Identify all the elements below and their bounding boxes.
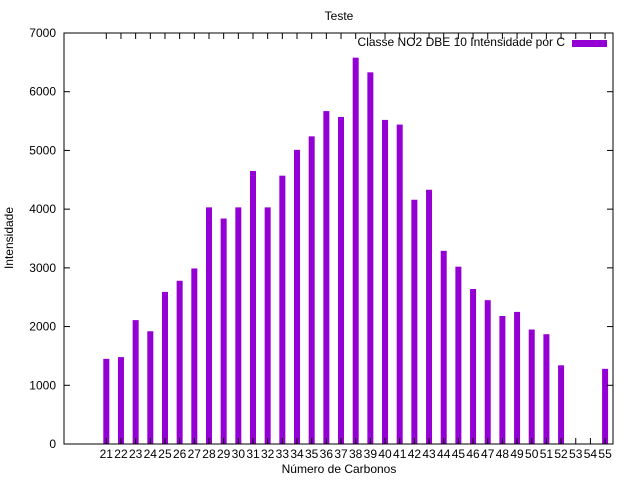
x-tick-label: 41 xyxy=(393,447,407,461)
x-tick-label: 28 xyxy=(202,447,216,461)
y-tick-label: 5000 xyxy=(29,143,56,157)
bar-50 xyxy=(528,329,535,444)
x-tick-label: 43 xyxy=(422,447,436,461)
bar-35 xyxy=(308,136,315,444)
x-tick-label: 26 xyxy=(173,447,187,461)
x-tick-label: 52 xyxy=(554,447,568,461)
x-tick-label: 53 xyxy=(569,447,583,461)
bar-40 xyxy=(382,119,389,445)
x-tick-label: 22 xyxy=(114,447,128,461)
y-tick-label: 6000 xyxy=(29,85,56,99)
x-tick-label: 47 xyxy=(481,447,495,461)
bar-25 xyxy=(161,291,168,444)
bar-43 xyxy=(426,189,433,444)
x-tick-label: 48 xyxy=(496,447,510,461)
bar-41 xyxy=(396,124,403,444)
bar-38 xyxy=(352,57,359,444)
x-tick-label: 45 xyxy=(452,447,466,461)
x-axis: 21 22 23 24 25 26 27 28 29 30 31 32 33 34 35 36 37 38 39 40… xyxy=(100,33,612,461)
x-tick-label: 35 xyxy=(305,447,319,461)
y-tick-label: 7000 xyxy=(29,26,56,40)
bar-55 xyxy=(602,368,609,444)
bar-34 xyxy=(294,149,301,444)
bar-49 xyxy=(514,311,521,444)
legend: Classe NO2 DBE 10 Intensidade por C xyxy=(358,35,607,49)
bar-33 xyxy=(279,175,286,444)
bar-23 xyxy=(132,320,139,444)
bar-29 xyxy=(220,218,227,444)
bar-46 xyxy=(470,288,477,444)
y-axis-label: Intensidade xyxy=(2,207,16,269)
x-tick-label: 33 xyxy=(276,447,290,461)
x-tick-label: 21 xyxy=(100,447,114,461)
y-tick-label: 0 xyxy=(49,437,56,451)
bar-51 xyxy=(543,334,550,444)
x-tick-label: 23 xyxy=(129,447,143,461)
y-tick-label: 2000 xyxy=(29,320,56,334)
x-tick-label: 30 xyxy=(232,447,246,461)
x-tick-label: 55 xyxy=(598,447,612,461)
bar-39 xyxy=(367,72,374,444)
x-tick-label: 44 xyxy=(437,447,451,461)
y-tick-label: 3000 xyxy=(29,261,56,275)
bar-42 xyxy=(411,199,418,444)
bar-44 xyxy=(440,250,447,444)
bar-27 xyxy=(191,268,198,444)
y-axis: 0 1000 2000 3000 4000 5000 6000 7000 xyxy=(29,26,613,451)
bar-45 xyxy=(455,266,462,444)
bars-group xyxy=(103,57,609,445)
x-tick-label: 36 xyxy=(320,447,334,461)
bar-48 xyxy=(499,316,506,444)
x-tick-label: 42 xyxy=(408,447,422,461)
bar-47 xyxy=(484,300,491,444)
x-axis-label: Número de Carbonos xyxy=(282,462,397,476)
legend-label: Classe NO2 DBE 10 Intensidade por C xyxy=(358,35,566,49)
x-tick-label: 46 xyxy=(466,447,480,461)
bar-31 xyxy=(250,170,256,445)
bar-30 xyxy=(235,207,242,444)
bar-28 xyxy=(205,207,212,444)
x-tick-label: 34 xyxy=(290,447,304,461)
x-tick-label: 37 xyxy=(334,447,348,461)
x-tick-label: 25 xyxy=(158,447,172,461)
plot-frame xyxy=(63,32,614,445)
y-tick-label: 1000 xyxy=(29,378,56,392)
x-tick-label: 24 xyxy=(144,447,158,461)
bar-21 xyxy=(103,358,110,444)
x-tick-label: 39 xyxy=(364,447,378,461)
y-tick-label: 4000 xyxy=(29,202,56,216)
bar-26 xyxy=(176,280,183,444)
legend-swatch xyxy=(572,40,607,47)
bar-22 xyxy=(117,357,124,444)
x-tick-label: 51 xyxy=(540,447,554,461)
x-tick-label: 38 xyxy=(349,447,363,461)
bar-37 xyxy=(338,116,345,445)
x-tick-label: 49 xyxy=(510,447,524,461)
x-tick-label: 29 xyxy=(217,447,231,461)
bar-36 xyxy=(323,111,330,444)
x-tick-label: 50 xyxy=(525,447,539,461)
x-tick-label: 31 xyxy=(246,447,260,461)
x-tick-label: 40 xyxy=(378,447,392,461)
x-tick-label: 27 xyxy=(188,447,202,461)
chart-title: Teste xyxy=(325,9,354,23)
x-tick-label: 54 xyxy=(584,447,598,461)
bar-32 xyxy=(264,207,271,444)
bar-52 xyxy=(558,365,565,444)
bar-24 xyxy=(147,331,154,444)
x-tick-label: 32 xyxy=(261,447,275,461)
